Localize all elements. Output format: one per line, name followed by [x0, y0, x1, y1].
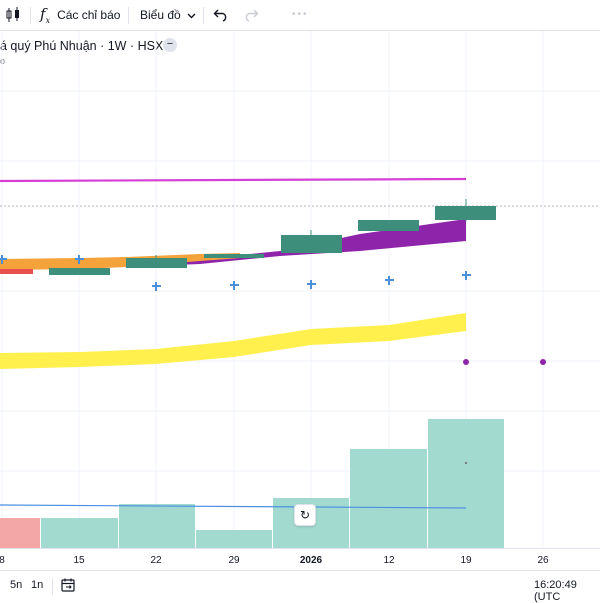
clock-time[interactable]: 16:20:49 (UTC [534, 579, 577, 603]
candle-up [204, 254, 264, 258]
candles-icon[interactable] [4, 0, 24, 30]
symbol-title: á quý Phú Nhuận · 1W · HSX [0, 39, 164, 53]
volume-bar [428, 419, 504, 548]
range-5n-button[interactable]: 5n [10, 579, 23, 591]
volume-bar [41, 518, 118, 548]
yellow-band [0, 313, 466, 369]
price-chart[interactable] [0, 31, 600, 548]
orange-band [0, 253, 240, 270]
x-tick: 12 [383, 555, 395, 566]
legend-sub-mark: o [0, 56, 6, 66]
x-tick: 29 [228, 555, 240, 566]
grey-dot [464, 461, 468, 465]
plus-marker [0, 255, 7, 264]
collapse-legend-button[interactable]: − [163, 38, 177, 52]
indicators-button[interactable]: fx Các chỉ báo [40, 0, 120, 30]
time-axis[interactable]: 8 15 22 29 2026 12 19 26 [0, 548, 600, 571]
chevron-down-icon [187, 8, 196, 22]
more-dots[interactable]: ••• [292, 9, 309, 20]
plus-marker [152, 282, 161, 291]
calendar-icon[interactable] [60, 577, 76, 596]
purple-dot [463, 359, 469, 365]
chart-type-button[interactable]: Biểu đồ [140, 0, 196, 30]
toolbar-separator [203, 7, 204, 24]
plus-markers [0, 255, 471, 291]
plus-marker [307, 280, 316, 289]
volume-bar [350, 449, 427, 548]
toolbar-separator [128, 7, 129, 24]
volume-bars [0, 419, 504, 548]
x-tick: 15 [73, 555, 85, 566]
volume-bar [0, 518, 40, 548]
plus-marker [385, 276, 394, 285]
horizontal-grid [0, 90, 600, 472]
candle-down [0, 269, 33, 274]
redo-icon[interactable] [243, 0, 259, 30]
range-1n-button[interactable]: 1n [31, 579, 44, 591]
candles [0, 199, 496, 275]
plus-marker [230, 281, 239, 290]
chart-type-label: Biểu đồ [140, 8, 181, 22]
indicators-label: Các chỉ báo [57, 8, 121, 22]
x-tick: 2026 [299, 555, 323, 566]
volume-bar [119, 504, 195, 548]
x-tick: 8 [0, 555, 5, 566]
symbol-legend[interactable]: á quý Phú Nhuận · 1W · HSX [0, 36, 163, 56]
plus-marker [75, 255, 84, 264]
bottom-toolbar: 5n 1n 16:20:49 (UTC [0, 570, 600, 603]
toolbar-separator [52, 578, 53, 595]
x-tick: 19 [460, 555, 472, 566]
magenta-line [0, 177, 467, 183]
purple-dot [540, 359, 546, 365]
candle-up [49, 268, 110, 275]
fx-icon: fx [40, 5, 51, 25]
undo-icon[interactable] [213, 0, 229, 30]
plus-marker [462, 271, 471, 280]
toolbar-separator [30, 7, 31, 24]
x-tick: 26 [537, 555, 549, 566]
x-tick: 22 [150, 555, 162, 566]
volume-bar [196, 530, 272, 548]
volume-ma-line [0, 504, 467, 509]
candle-up [358, 220, 419, 231]
reset-icon[interactable]: ↻ [294, 504, 316, 526]
top-toolbar: fx Các chỉ báo Biểu đồ ••• [0, 0, 600, 31]
